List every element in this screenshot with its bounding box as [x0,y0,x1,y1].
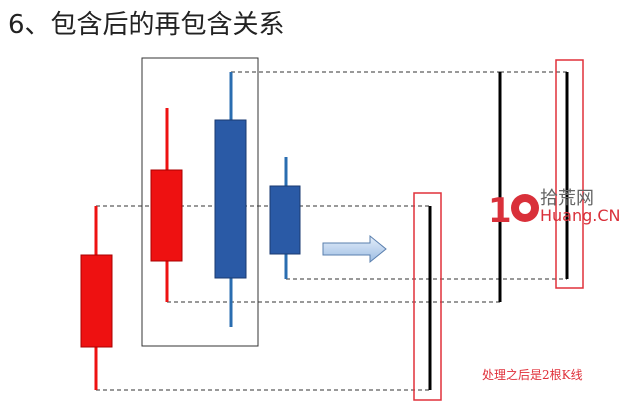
candle-2 [150,108,183,302]
page-title: 6、包含后的再包含关系 [8,10,285,40]
highlight-box [555,59,584,289]
candle-1 [80,206,113,390]
highlight-box [413,192,442,401]
inclusion-box [141,57,259,347]
logo-cn: 拾荒网 [540,188,594,209]
logo: 拾荒网 Huang.CN [488,184,628,228]
logo-en: Huang.CN [540,206,621,225]
logo-mark: 1 [488,191,539,231]
note-text: 处理之后是2根K线 [482,368,583,382]
arrow-right-icon [322,234,387,264]
candle-4 [269,157,301,279]
svg-text:1: 1 [488,191,512,231]
candle-3 [214,72,247,327]
